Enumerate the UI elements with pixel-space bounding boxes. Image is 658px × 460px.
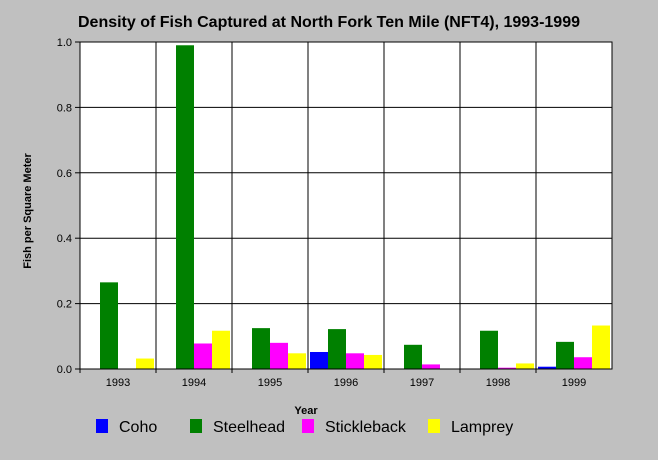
legend-swatch-coho bbox=[96, 419, 108, 433]
y-tick-label: 0.8 bbox=[57, 102, 72, 114]
x-tick-label: 1993 bbox=[106, 377, 130, 389]
x-tick-label: 1997 bbox=[410, 377, 434, 389]
bar-lamprey-1993 bbox=[136, 358, 154, 369]
y-axis-label: Fish per Square Meter bbox=[22, 153, 34, 269]
bar-stickleback-1999 bbox=[574, 357, 592, 369]
plot-area: 0.0 0.2 0.4 0.6 0.8 1.0 1993 1994 1995 1996 1997 19… bbox=[57, 37, 613, 389]
bar-steelhead-1999 bbox=[556, 341, 574, 369]
bar-steelhead-1996 bbox=[328, 329, 346, 369]
bar-stickleback-1996 bbox=[346, 353, 364, 369]
y-tick-label: 0.2 bbox=[57, 299, 72, 311]
legend-swatch-stickleback bbox=[302, 419, 314, 433]
legend: Coho Steelhead Stickleback Lamprey bbox=[96, 419, 513, 436]
bar-lamprey-1994 bbox=[212, 330, 230, 369]
x-axis-label: Year bbox=[294, 405, 318, 417]
bar-steelhead-1993 bbox=[100, 282, 118, 369]
chart-title: Density of Fish Captured at North Fork T… bbox=[78, 14, 580, 31]
plot-frame bbox=[79, 41, 613, 370]
bar-lamprey-1996 bbox=[364, 354, 382, 369]
bar-lamprey-1995 bbox=[288, 353, 306, 369]
legend-label-steelhead: Steelhead bbox=[213, 419, 285, 436]
x-tick-label: 1996 bbox=[334, 377, 358, 389]
bar-lamprey-1998 bbox=[516, 363, 534, 369]
bar-steelhead-1998 bbox=[480, 330, 498, 369]
y-tick-label: 1.0 bbox=[57, 37, 72, 49]
x-tick-label: 1994 bbox=[182, 377, 206, 389]
x-tick-label: 1999 bbox=[562, 377, 586, 389]
legend-swatch-steelhead bbox=[190, 419, 202, 433]
bar-lamprey-1999 bbox=[592, 325, 610, 369]
legend-label-stickleback: Stickleback bbox=[325, 419, 407, 436]
plot-background bbox=[79, 41, 613, 370]
bar-steelhead-1997 bbox=[404, 344, 422, 369]
legend-label-coho: Coho bbox=[119, 419, 157, 436]
x-tick-label: 1995 bbox=[258, 377, 282, 389]
bar-stickleback-1995 bbox=[270, 342, 288, 369]
bar-stickleback-1997 bbox=[422, 364, 440, 369]
bar-steelhead-1995 bbox=[252, 328, 270, 369]
bar-stickleback-1994 bbox=[194, 343, 212, 369]
x-tick-label: 1998 bbox=[486, 377, 510, 389]
bar-steelhead-1994 bbox=[176, 45, 194, 370]
bar-coho-1996 bbox=[310, 351, 328, 369]
bar-coho-1999 bbox=[538, 366, 556, 369]
bar-stickleback-1998 bbox=[498, 367, 516, 369]
legend-label-lamprey: Lamprey bbox=[451, 419, 513, 436]
y-tick-label: 0.4 bbox=[57, 233, 72, 245]
legend-swatch-lamprey bbox=[428, 419, 440, 433]
y-tick-label: 0.0 bbox=[57, 364, 72, 376]
y-tick-label: 0.6 bbox=[57, 168, 72, 180]
